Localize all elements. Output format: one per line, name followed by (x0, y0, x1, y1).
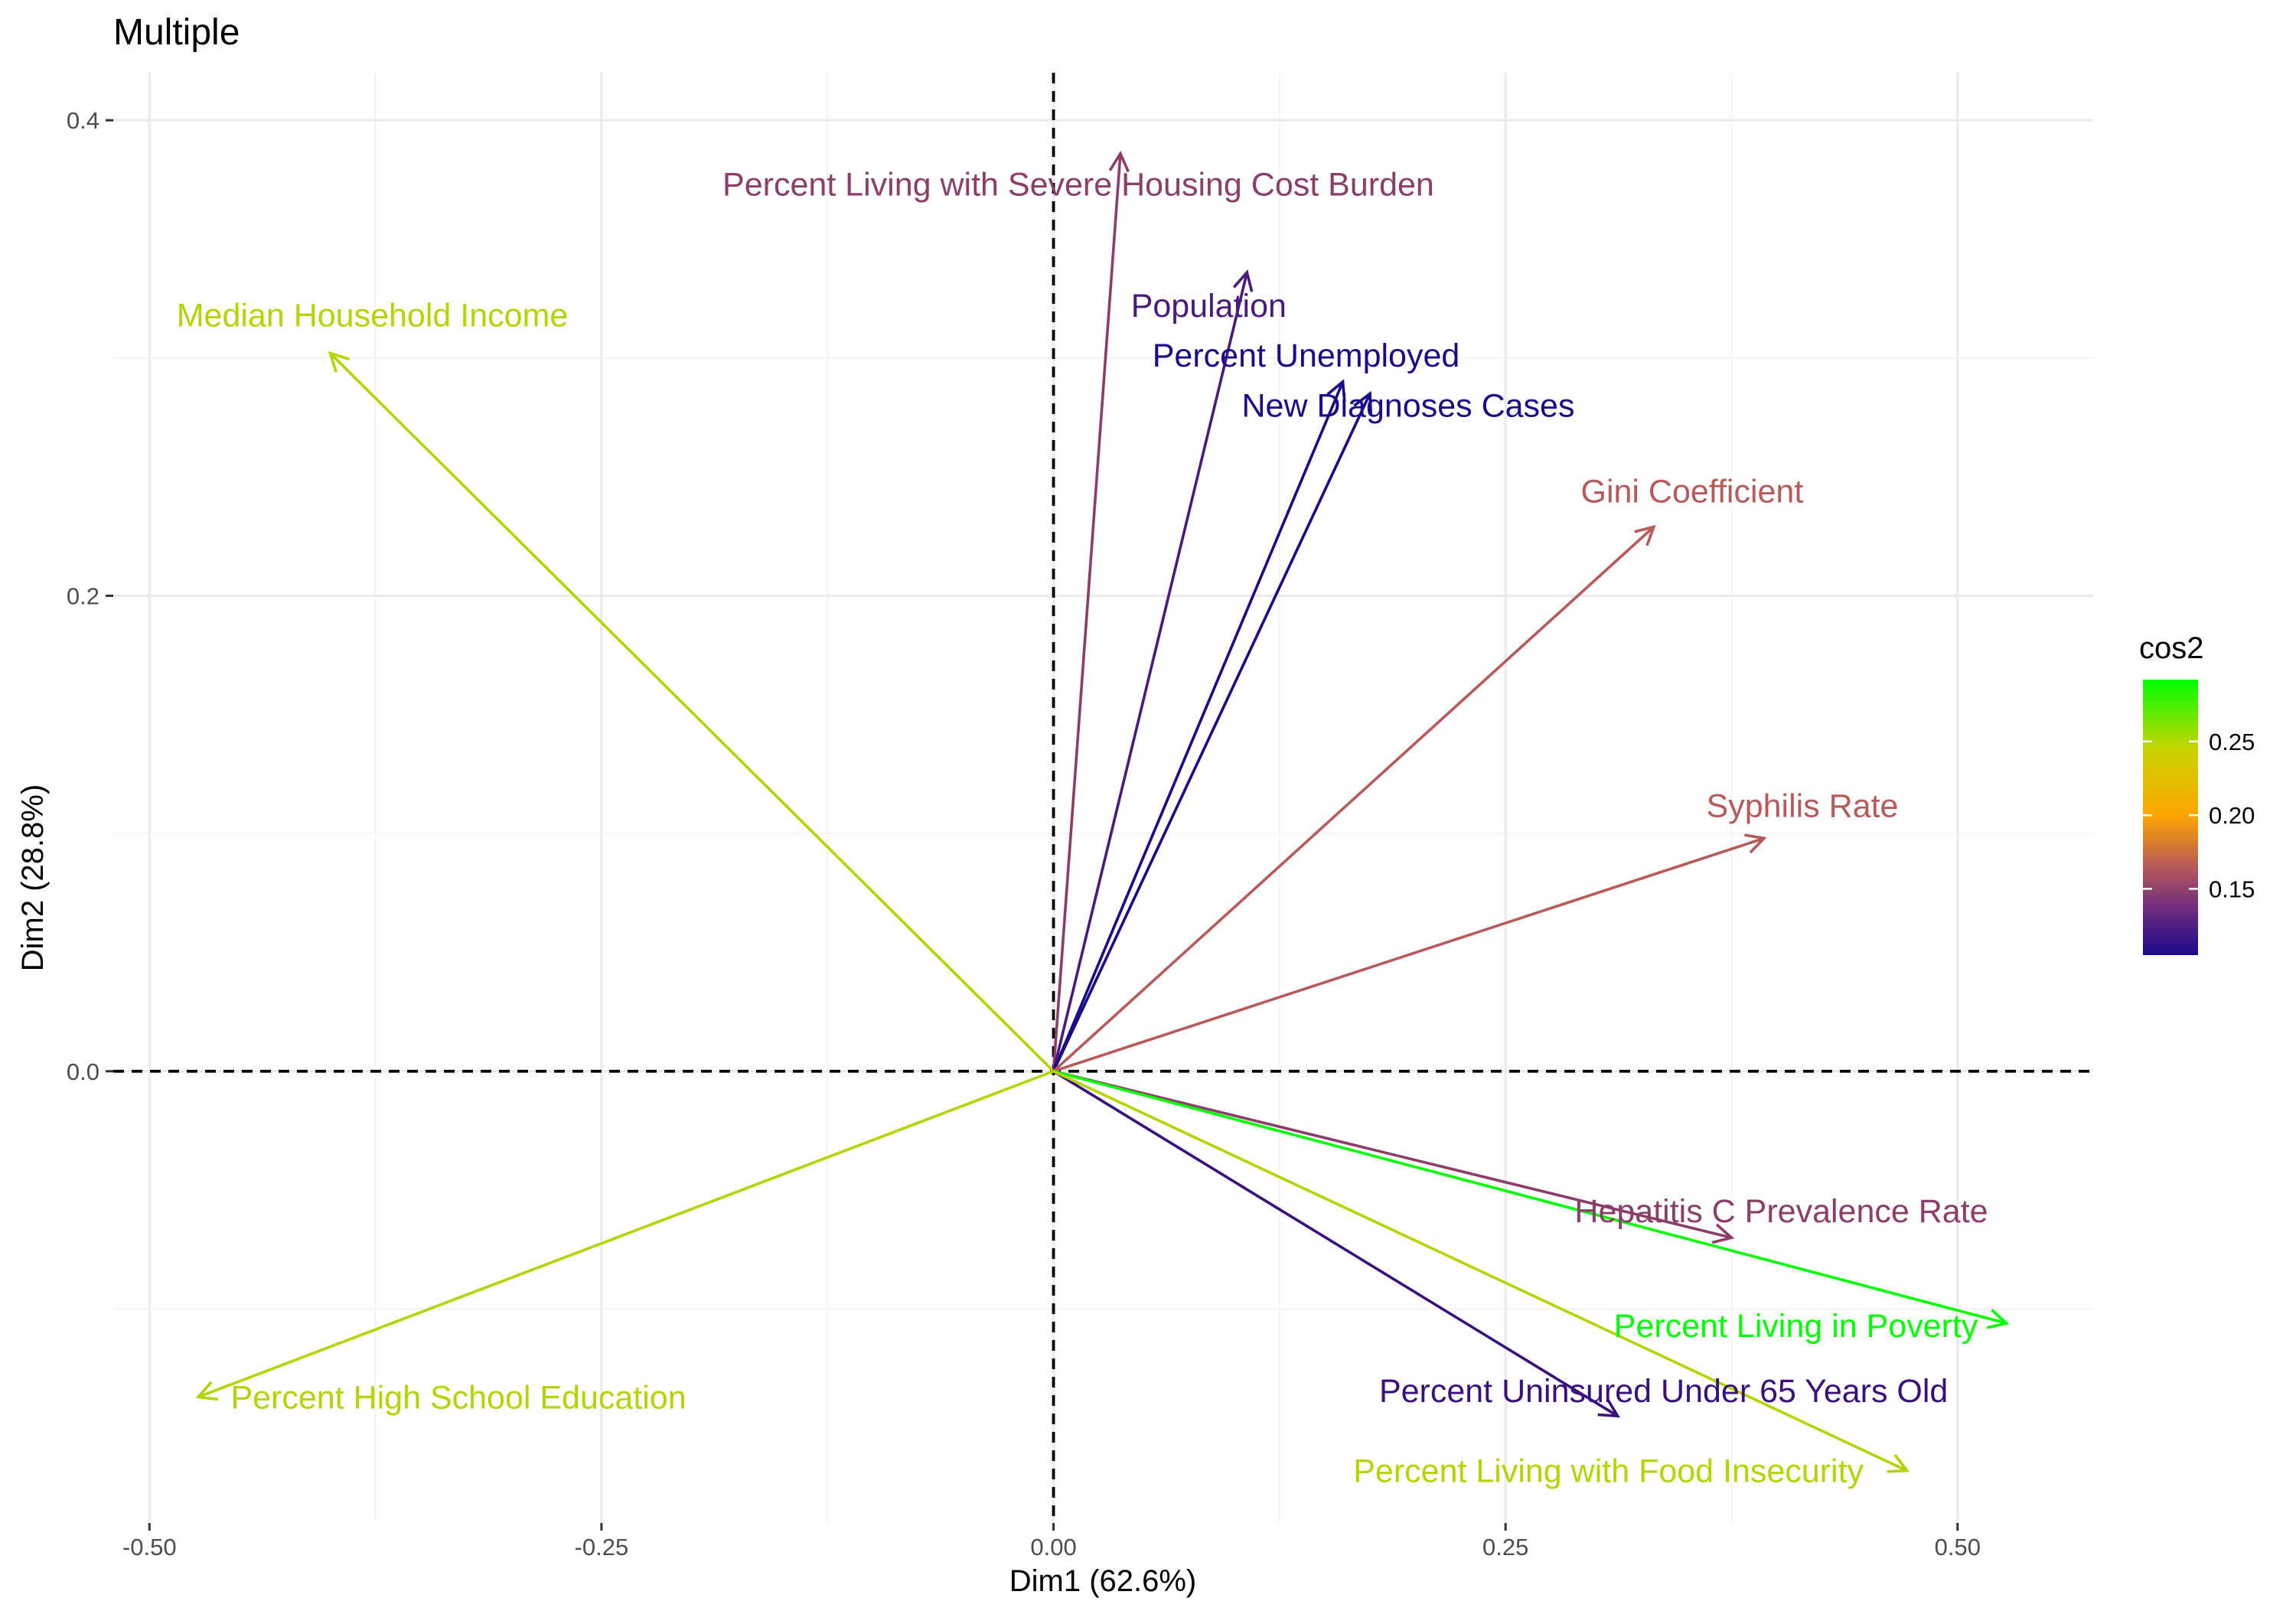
variable-vector (1054, 1071, 1907, 1472)
x-tick-label: 0.25 (1482, 1534, 1528, 1560)
y-axis-title: Dim2 (28.8%) (16, 784, 50, 972)
variable-labels: Percent Living with Severe Housing Cost … (177, 167, 1988, 1490)
variable-vector (1054, 527, 1654, 1071)
vector-label: Syphilis Rate (1707, 788, 1899, 824)
legend-tick-label: 0.25 (2209, 729, 2255, 755)
legend-tick-label: 0.15 (2209, 876, 2255, 902)
vector-label: New Diagnoses Cases (1241, 387, 1574, 424)
legend-tick-label: 0.20 (2209, 802, 2255, 829)
vector-label: Hepatitis C Prevalence Rate (1574, 1193, 1988, 1230)
vector-label: Percent Living with Severe Housing Cost … (722, 167, 1434, 204)
vector-shaft (1054, 393, 1370, 1071)
vector-shaft (1054, 527, 1654, 1071)
chart-title: Multiple (113, 12, 240, 53)
vector-label: Percent Living in Poverty (1614, 1308, 1978, 1345)
legend-colorbar (2143, 680, 2198, 955)
variable-vector (331, 354, 1054, 1071)
x-tick-label: -0.50 (122, 1534, 177, 1560)
y-tick-label: 0.0 (67, 1058, 99, 1085)
vector-label: Percent Unemployed (1153, 338, 1460, 374)
legend-title: cos2 (2139, 631, 2204, 665)
color-legend: cos2 0.15 0.20 0.25 (2139, 631, 2255, 955)
x-tick-label: 0.50 (1935, 1534, 1981, 1560)
variable-vector (198, 1071, 1053, 1400)
x-axis-title: Dim1 (62.6%) (1009, 1564, 1197, 1598)
vector-shaft (1054, 838, 1764, 1071)
vector-shaft (198, 1071, 1053, 1397)
vector-label: Median Household Income (177, 298, 569, 334)
vector-shaft (1054, 1071, 1618, 1416)
variable-vector (1054, 1071, 1618, 1416)
vector-label: Percent High School Education (230, 1379, 686, 1416)
x-tick-label: -0.25 (575, 1534, 629, 1560)
vector-label: Gini Coefficient (1581, 473, 1804, 510)
vector-shaft (331, 354, 1054, 1071)
vector-label: Percent Uninsured Under 65 Years Old (1379, 1373, 1948, 1410)
vector-label: Population (1131, 288, 1287, 324)
variable-vector (1054, 393, 1371, 1071)
y-tick-label: 0.2 (67, 582, 99, 609)
vector-shaft (1054, 1071, 1907, 1471)
variable-vector (1054, 835, 1764, 1071)
vector-label: Percent Living with Food Insecurity (1353, 1453, 1864, 1490)
y-tick-label: 0.4 (67, 107, 99, 134)
x-tick-label: 0.00 (1030, 1534, 1076, 1560)
